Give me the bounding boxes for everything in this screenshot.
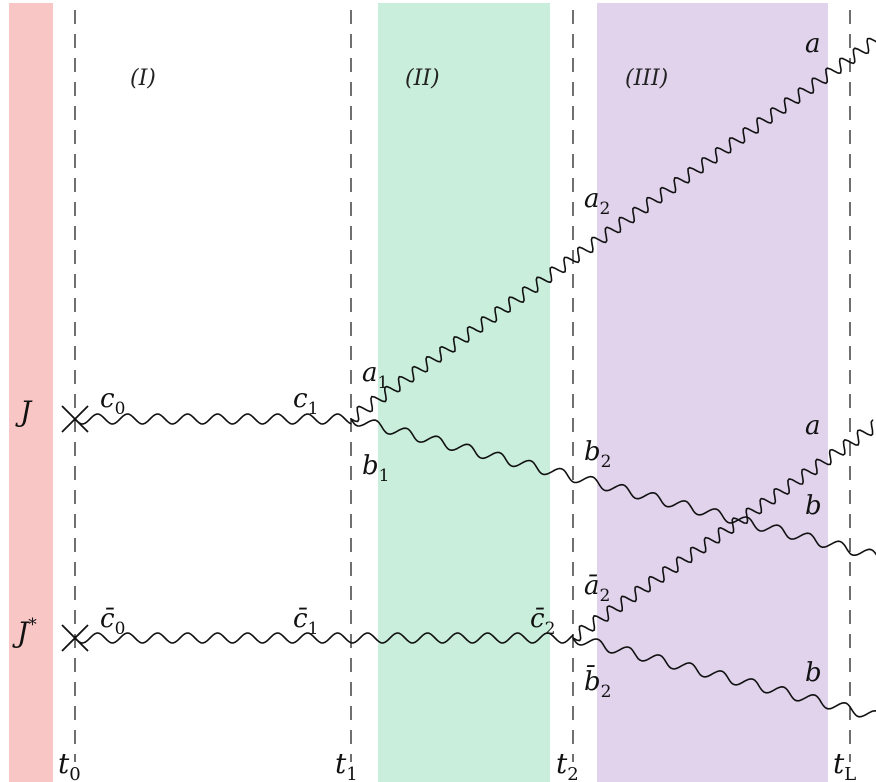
- field-label-a2: a2: [584, 184, 610, 219]
- source-label-j: J: [15, 395, 33, 428]
- field-label-cbar2: c̄2: [530, 604, 555, 639]
- region-label-iii: (III): [625, 66, 668, 91]
- propagator-b: [350, 418, 876, 556]
- source-cross-j-star: [61, 624, 89, 652]
- region-label-ii: (II): [405, 66, 440, 91]
- field-label-bbar2: b̄2: [584, 664, 611, 702]
- time-label-t1: t1: [335, 747, 358, 782]
- field-label-a1: a1: [362, 358, 388, 393]
- source-label-j-star: J*: [12, 615, 37, 649]
- propagator-cbar: [74, 632, 574, 644]
- propagators: [74, 37, 876, 718]
- time-label-t2: t2: [556, 747, 579, 782]
- propagator-bbar: [572, 637, 876, 718]
- end-label-b-mid: b: [805, 491, 822, 521]
- field-label-cbar0: c̄0: [100, 604, 125, 639]
- end-label-a-mid: a: [805, 411, 821, 441]
- field-label-c0: c0: [100, 384, 125, 419]
- field-label-b1: b1: [362, 451, 389, 486]
- time-label-tl: tL: [833, 747, 856, 782]
- end-label-b-bot: b: [805, 658, 822, 688]
- field-label-c1: c1: [293, 384, 318, 419]
- propagator-abar: [572, 419, 874, 642]
- region-ii-band: [378, 3, 550, 782]
- field-label-abar2: ā2: [584, 571, 610, 606]
- field-label-cbar1: c̄1: [293, 604, 318, 639]
- field-labels: c0 c1 a1 b1 a2 b2 c̄0 c̄1 c̄2 ā2 b̄2: [100, 184, 611, 702]
- region-label-i: (I): [130, 66, 156, 91]
- source-cross-j: [61, 405, 89, 433]
- field-label-b2: b2: [584, 437, 611, 472]
- region-iii-band: [597, 3, 828, 782]
- propagator-c: [74, 413, 352, 425]
- propagator-a: [350, 37, 876, 423]
- time-label-t0: t0: [58, 747, 81, 782]
- source-band: [9, 3, 53, 782]
- end-label-a-top: a: [805, 29, 821, 59]
- time-labels: t0 t1 t2 tL: [58, 747, 856, 782]
